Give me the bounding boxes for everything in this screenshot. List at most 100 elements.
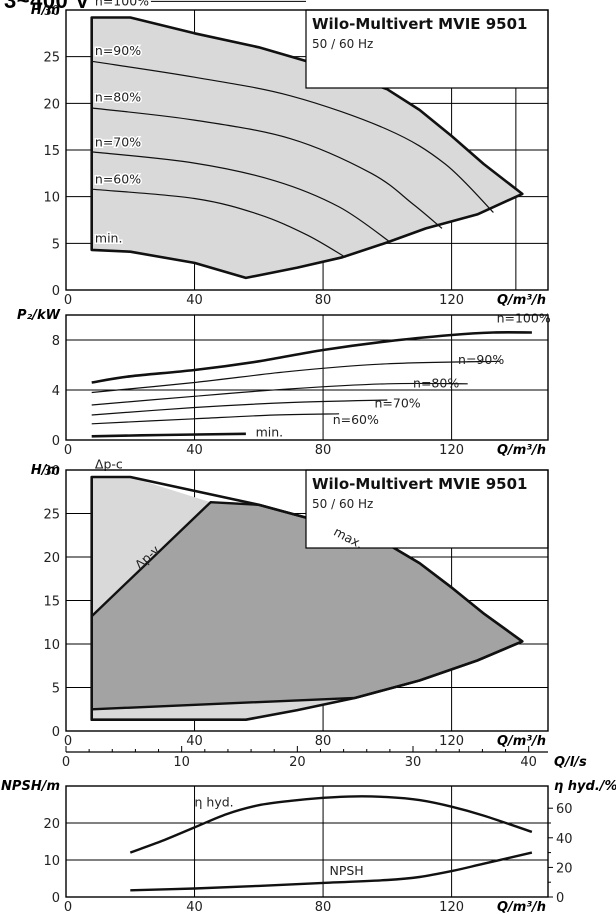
x-tick-npsh-120: 120 — [439, 900, 464, 914]
npsh-curve-0 — [129, 795, 533, 854]
x-axis-title-npsh: Q/m³/h — [497, 900, 546, 914]
npsh-curve-1 — [130, 851, 533, 892]
x2-tick-30: 30 — [405, 755, 422, 770]
x-tick-p2-120: 120 — [439, 443, 464, 458]
secondary-x-axis: 0 10 20 30 40 Q/l/s — [62, 746, 587, 770]
y-axis-title-npsh: NPSH/m — [1, 779, 60, 794]
x-tick-p2-0: 0 — [64, 443, 72, 458]
y-tick-npsh-0: 0 — [52, 891, 60, 906]
chart-subtitle-hq: 50 / 60 Hz — [312, 37, 373, 51]
x-tick-hq-80: 80 — [315, 293, 332, 308]
y-tick-hq-20: 20 — [43, 97, 60, 112]
power-curve-3 — [91, 399, 388, 416]
x-axis-title-p2: Q/m³/h — [497, 443, 546, 458]
plot-border-p2 — [65, 314, 549, 441]
curve-label-p2-3: n=70% — [374, 396, 420, 411]
y2-tick-40: 40 — [556, 832, 573, 847]
chart-subtitle-regions: 50 / 60 Hz — [312, 497, 373, 511]
y-axis-title-p2: P₂/kW — [17, 308, 61, 323]
y-tick-hq-5: 5 — [52, 237, 60, 252]
x-tick-hq-40: 40 — [186, 293, 203, 308]
curve-label-p2-4: n=60% — [333, 412, 379, 427]
x-tick-npsh-0: 0 — [64, 900, 72, 914]
speed-curve-3 — [91, 188, 346, 258]
y-tick-npsh-10: 10 — [43, 854, 60, 869]
x-tick-regions-80: 80 — [315, 734, 332, 749]
speed-curve-1 — [91, 107, 443, 229]
x2-tick-0: 0 — [62, 755, 70, 770]
curve-label-regions-0: Δp-c — [95, 456, 123, 471]
curve-label-hq-4: n=60% — [95, 172, 141, 187]
x2-axis-title: Q/l/s — [554, 755, 587, 770]
plot-border-hq — [65, 9, 549, 291]
x-tick-npsh-40: 40 — [186, 900, 203, 914]
x-tick-regions-40: 40 — [186, 734, 203, 749]
y2-tick-60: 60 — [556, 802, 573, 817]
y-tick-hq-10: 10 — [43, 191, 60, 206]
x2-tick-20: 20 — [289, 755, 306, 770]
curve-label-p2-0: n=100% — [497, 311, 551, 326]
y-tick-regions-0: 0 — [52, 725, 60, 740]
curve-label-npsh-0: η hyd. — [195, 794, 234, 809]
y-tick-regions-15: 15 — [43, 595, 60, 610]
x-tick-hq-120: 120 — [439, 293, 464, 308]
power-curve-4 — [91, 413, 340, 425]
y-tick-regions-5: 5 — [52, 682, 60, 697]
y-axis-title-hq: H/m — [31, 3, 60, 18]
curve-label-npsh-1: NPSH — [329, 863, 363, 878]
y-tick-npsh-20: 20 — [43, 817, 60, 832]
power-curve-5 — [91, 432, 246, 438]
x-tick-hq-0: 0 — [64, 293, 72, 308]
y-tick-regions-25: 25 — [43, 508, 60, 523]
y-tick-regions-30: 30 — [43, 464, 60, 479]
operating-envelope — [90, 16, 524, 280]
title-box-hq — [305, 9, 549, 89]
curve-label-hq-1: n=90% — [95, 43, 141, 58]
x-tick-regions-0: 0 — [64, 734, 72, 749]
x-tick-p2-40: 40 — [186, 443, 203, 458]
y-tick-hq-30: 30 — [43, 4, 60, 19]
x-tick-npsh-80: 80 — [315, 900, 332, 914]
plot-regions: 0 5 10 15 20 25 30 0 40 80 120 Q/m³/h H/m Wilo-Multiv… — [31, 456, 549, 749]
y-tick-p2-8: 8 — [52, 334, 60, 349]
curve-label-p2-1: n=90% — [458, 352, 504, 367]
y-tick-p2-4: 4 — [52, 384, 60, 399]
y2-axis-title: η hyd./% — [554, 779, 616, 794]
max-outline — [90, 475, 524, 722]
y-tick-hq-25: 25 — [43, 51, 60, 66]
x2-tick-40: 40 — [520, 755, 537, 770]
speed-curve-0 — [91, 60, 494, 213]
x-tick-p2-80: 80 — [315, 443, 332, 458]
x-axis-title-hq: Q/m³/h — [497, 293, 546, 308]
chart-title-hq: Wilo-Multivert MVIE 9501 — [312, 15, 528, 33]
y2-tick-20: 20 — [556, 861, 573, 876]
x2-tick-10: 10 — [173, 755, 190, 770]
y2-tick-0: 0 — [556, 891, 564, 906]
title-box-regions — [305, 469, 549, 549]
plot-hq: 0 5 10 15 20 25 30 0 40 80 120 Q/m³/h H/m Wilo-Multiv… — [31, 0, 549, 308]
plot-border-regions — [65, 469, 549, 732]
power-curve-0 — [91, 331, 532, 384]
curve-label-hq-5: min. — [95, 230, 123, 245]
power-curve-2 — [91, 382, 468, 406]
y-tick-hq-0: 0 — [52, 284, 60, 299]
y-tick-regions-10: 10 — [43, 638, 60, 653]
y-tick-hq-15: 15 — [43, 144, 60, 159]
plot-border-npsh — [65, 785, 549, 898]
curve-label-hq-3: n=70% — [95, 134, 141, 149]
curve-label-hq-0: n=100% — [95, 0, 149, 8]
y-axis-title-regions: H/m — [31, 463, 60, 478]
y-tick-p2-0: 0 — [52, 434, 60, 449]
x-axis-title-regions: Q/m³/h — [497, 734, 546, 749]
curve-label-hq-2: n=80% — [95, 89, 141, 104]
curve-label-p2-2: n=80% — [413, 376, 459, 391]
chart-title-regions: Wilo-Multivert MVIE 9501 — [312, 475, 528, 493]
curve-label-p2-5: min. — [256, 424, 284, 439]
dp-c-region — [91, 477, 356, 720]
power-curve-1 — [91, 360, 500, 394]
speed-curve-2 — [91, 151, 391, 243]
y-tick-regions-20: 20 — [43, 551, 60, 566]
